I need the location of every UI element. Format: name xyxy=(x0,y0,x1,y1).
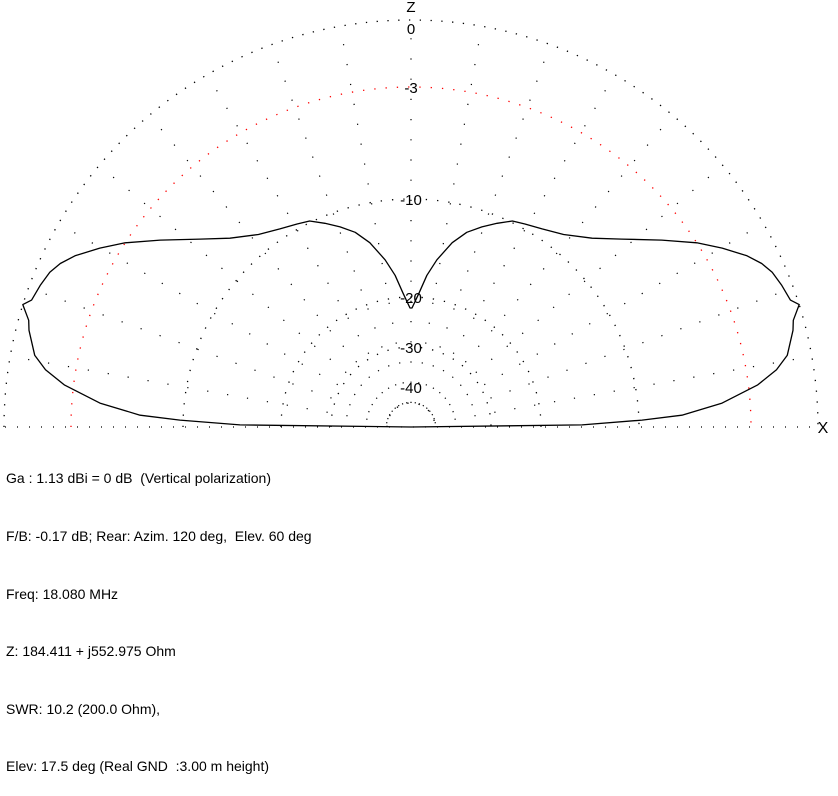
grid-spoke-170 xyxy=(10,355,388,424)
x-axis-label: X xyxy=(818,420,829,437)
grid-spoke-150 xyxy=(58,222,391,416)
grid-spoke-130 xyxy=(148,114,397,410)
grid-spoke-100 xyxy=(339,26,408,404)
grid-spoke-110 xyxy=(271,44,404,405)
front-back-line: F/B: -0.17 dB; Rear: Azim. 120 deg, Elev… xyxy=(6,528,312,544)
polar-grid xyxy=(3,19,819,428)
grid-spoke-30 xyxy=(431,222,764,416)
grid-spoke-140 xyxy=(98,164,394,413)
ring-label-1: -3 xyxy=(404,80,417,97)
grid-spoke-70 xyxy=(418,44,551,405)
grid-spoke-160 xyxy=(28,287,389,420)
ring-label-4: -30 xyxy=(400,340,422,357)
grid-ring-4 xyxy=(330,346,492,428)
grid-spoke-20 xyxy=(433,287,794,420)
antenna-info-panel: Ga : 1.13 dBi = 0 dB (Vertical polarizat… xyxy=(6,431,312,796)
grid-ring-5 xyxy=(386,402,436,428)
grid-ring-1 xyxy=(70,86,752,428)
ring-label-2: -10 xyxy=(400,192,422,209)
grid-spoke-50 xyxy=(425,114,674,410)
z-axis-label: Z xyxy=(406,0,415,16)
elevation-pattern-plot: 0 -3 -10 -20 -30 -40 Z X xyxy=(3,0,829,437)
elevation-line: Elev: 17.5 deg (Real GND :3.00 m height) xyxy=(6,758,270,775)
grid-spoke-80 xyxy=(414,26,483,404)
grid-spoke-60 xyxy=(422,74,616,407)
swr-line: SWR: 10.2 (200.0 Ohm), xyxy=(6,700,161,717)
ring-label-3: -20 xyxy=(400,290,422,307)
pattern-trace-group xyxy=(22,220,800,428)
ring-label-5: -40 xyxy=(400,380,422,397)
grid-ring-3 xyxy=(280,296,542,428)
grid-spoke-40 xyxy=(428,164,724,413)
ring-label-0: 0 xyxy=(407,21,415,38)
grid-spoke-10 xyxy=(434,355,812,424)
grid-spoke-120 xyxy=(206,74,400,407)
gain-line: Ga : 1.13 dBi = 0 dB (Vertical polarizat… xyxy=(6,470,271,487)
radiation-pattern-trace xyxy=(22,220,800,428)
ring-labels: 0 -3 -10 -20 -30 -40 xyxy=(400,21,422,397)
frequency-line: Freq: 18.080 MHz xyxy=(6,585,119,602)
impedance-line: Z: 184.411 + j552.975 Ohm xyxy=(6,643,176,660)
